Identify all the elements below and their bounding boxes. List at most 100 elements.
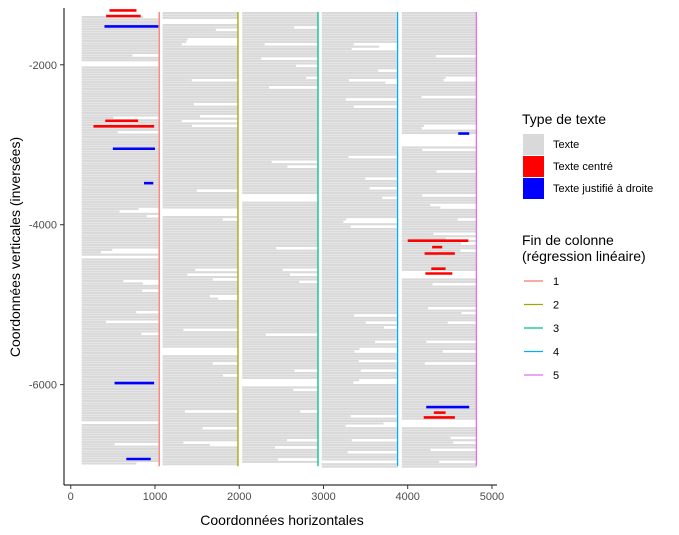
text-line: [321, 228, 398, 231]
text-line: [401, 288, 477, 291]
text-line: [242, 24, 318, 27]
text-line: [321, 372, 398, 375]
text-line: [242, 240, 318, 243]
text-line: [401, 64, 477, 67]
text-line: [81, 424, 159, 427]
text-line: [321, 415, 351, 418]
text-line: [401, 100, 477, 103]
text-line: [242, 50, 318, 53]
text-line: [242, 72, 318, 75]
text-line: [401, 321, 448, 324]
text-line: [321, 67, 398, 70]
text-line: [162, 122, 238, 125]
text-line: [162, 146, 238, 149]
text-line: [321, 304, 398, 307]
text-line: [81, 234, 159, 237]
text-line: [81, 390, 159, 393]
text-line: [81, 37, 159, 40]
text-line: [162, 218, 223, 221]
text-line: [321, 432, 398, 435]
legend-swatch: [523, 156, 544, 177]
text-line: [81, 431, 159, 434]
text-line: [401, 79, 444, 82]
legend-label: 2: [553, 300, 559, 312]
text-line: [401, 86, 477, 89]
text-line: [242, 225, 318, 228]
text-line: [242, 439, 287, 442]
text-line: [162, 237, 238, 240]
text-line: [81, 332, 142, 335]
text-line: [242, 110, 318, 113]
text-line: [401, 439, 477, 442]
text-line: [401, 21, 477, 24]
text-line: [321, 264, 398, 267]
text-line: [242, 360, 318, 363]
text-line: [162, 324, 238, 327]
text-line: [321, 177, 366, 180]
text-line: [162, 28, 216, 31]
text-line: [242, 268, 283, 271]
text-line: [242, 43, 265, 46]
text-line: [242, 117, 318, 120]
text-line: [401, 225, 477, 228]
text-line: [162, 249, 238, 252]
text-line: [401, 326, 477, 329]
text-line: [81, 188, 159, 191]
text-line: [81, 275, 159, 278]
text-line: [242, 244, 318, 247]
text-line: [242, 391, 318, 394]
text-line: [242, 134, 318, 137]
text-line: [81, 359, 159, 362]
text-line: [401, 379, 477, 382]
text-line: [81, 313, 159, 316]
text-line: [81, 160, 159, 163]
text-line: [321, 302, 398, 305]
text-line: [81, 440, 159, 443]
text-line: [242, 45, 318, 48]
text-line: [162, 184, 238, 187]
text-line: [242, 254, 318, 257]
text-line: [321, 242, 398, 245]
text-line: [242, 355, 318, 358]
text-line: [321, 288, 398, 291]
text-line: [81, 426, 159, 429]
text-line: [321, 26, 398, 29]
text-line: [401, 117, 477, 120]
text-line: [321, 96, 398, 99]
text-line: [401, 333, 477, 336]
text-line: [401, 194, 423, 197]
text-line: [242, 285, 318, 288]
text-line: [162, 120, 182, 123]
text-line: [242, 88, 318, 91]
text-line: [242, 144, 318, 147]
text-line: [242, 273, 290, 276]
text-line: [321, 148, 398, 151]
text-line: [162, 223, 238, 226]
legend-column-end-title-line1: Fin de colonne: [522, 232, 614, 248]
text-line: [242, 136, 318, 139]
text-line: [242, 81, 318, 84]
text-line: [81, 208, 139, 211]
text-line: [81, 212, 159, 215]
legend-label: Texte justifié à droite: [553, 183, 653, 195]
text-line: [81, 116, 114, 119]
text-line: [321, 14, 398, 17]
text-line: [321, 213, 398, 216]
text-line: [321, 50, 398, 53]
text-line: [162, 98, 238, 101]
text-line: [81, 196, 159, 199]
text-line: [321, 244, 398, 247]
text-line: [401, 391, 477, 394]
text-line: [162, 362, 213, 365]
text-line: [81, 400, 159, 403]
text-line: [401, 304, 477, 307]
text-line: [321, 124, 398, 127]
text-line: [162, 79, 192, 82]
text-line: [401, 242, 462, 245]
text-line: [321, 379, 360, 382]
text-line: [162, 453, 238, 456]
text-line: [321, 261, 398, 264]
text-line: [242, 184, 318, 187]
text-line: [162, 48, 238, 51]
text-line: [401, 52, 477, 55]
